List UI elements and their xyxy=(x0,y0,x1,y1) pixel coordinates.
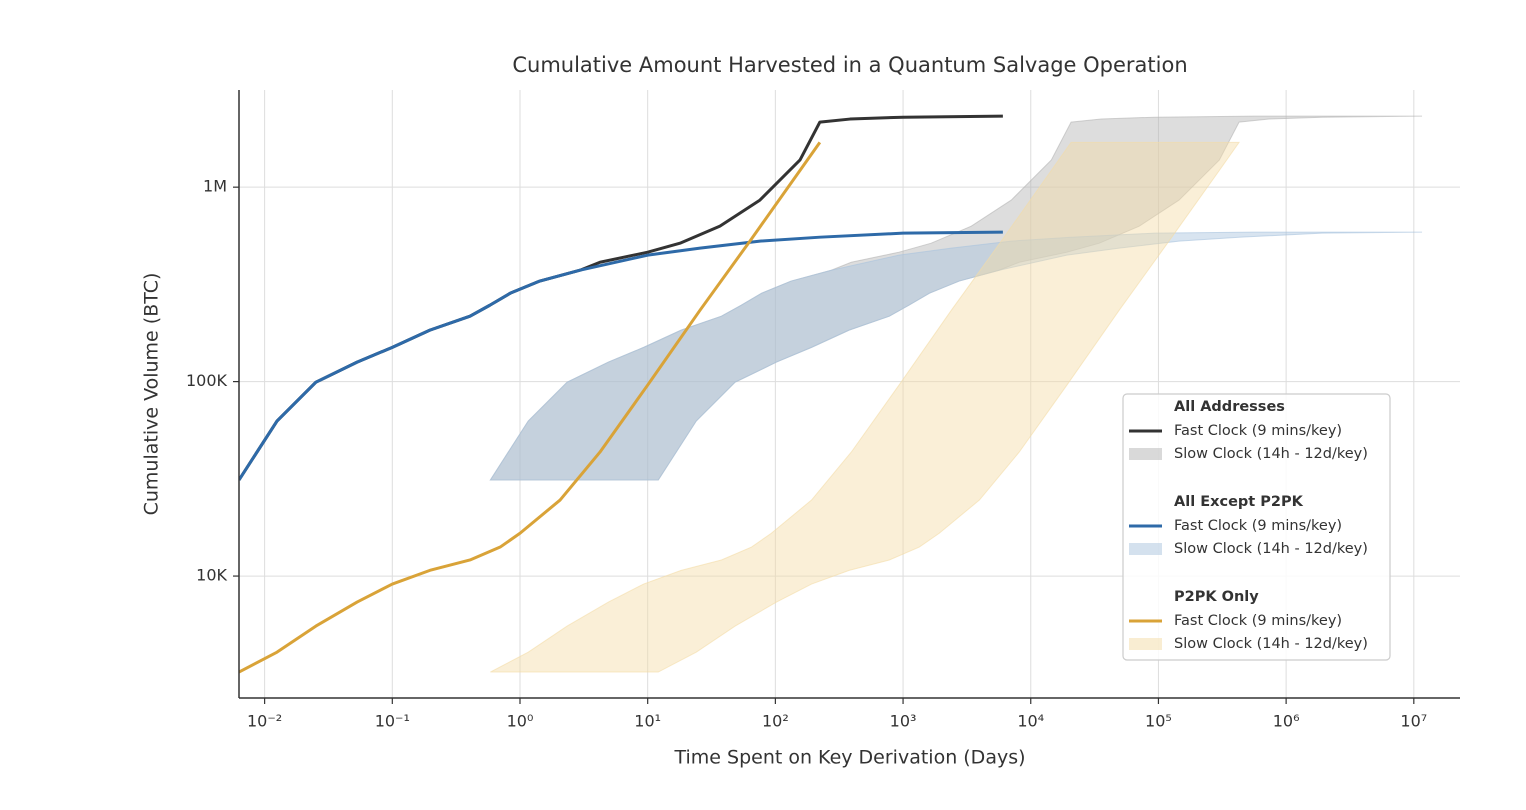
y-tick-label: 100K xyxy=(186,371,228,390)
x-tick-label: 10¹ xyxy=(634,712,661,731)
legend-label: Fast Clock (9 mins/key) xyxy=(1174,423,1342,439)
x-tick-label: 10⁵ xyxy=(1145,712,1172,731)
y-axis-label: Cumulative Volume (BTC) xyxy=(141,273,163,516)
legend-label: Slow Clock (14h - 12d/key) xyxy=(1174,541,1368,557)
x-tick-label: 10⁴ xyxy=(1017,712,1044,731)
legend-label: Fast Clock (9 mins/key) xyxy=(1174,613,1342,629)
x-tick-label: 10⁷ xyxy=(1400,712,1427,731)
y-tick-label: 1M xyxy=(203,177,227,196)
legend-heading: All Addresses xyxy=(1174,399,1285,415)
x-tick-label: 10⁶ xyxy=(1273,712,1300,731)
legend-label: Slow Clock (14h - 12d/key) xyxy=(1174,446,1368,462)
legend-label: Slow Clock (14h - 12d/key) xyxy=(1174,636,1368,652)
line xyxy=(239,141,822,674)
y-tick-label: 10K xyxy=(196,566,227,585)
legend-label: Fast Clock (9 mins/key) xyxy=(1174,518,1342,534)
band xyxy=(489,231,1423,481)
x-tick-label: 10³ xyxy=(890,712,917,731)
x-tick-label: 10⁻² xyxy=(247,712,282,731)
legend: All Addresses Fast Clock (9 mins/key) Slow… xyxy=(1122,393,1391,661)
x-tick-label: 10⁻¹ xyxy=(375,712,410,731)
band xyxy=(490,141,1241,673)
plot xyxy=(239,114,1423,674)
legend-swatch xyxy=(1129,543,1162,555)
legend-heading: All Except P2PK xyxy=(1174,494,1304,510)
legend-box xyxy=(1122,393,1391,661)
legend-swatch xyxy=(1129,448,1162,460)
chart-title: Cumulative Amount Harvested in a Quantum… xyxy=(512,53,1187,77)
line xyxy=(239,230,1003,481)
grid xyxy=(239,90,1460,698)
x-tick-label: 10⁰ xyxy=(507,712,534,731)
legend-swatch xyxy=(1129,638,1162,650)
legend-heading: P2PK Only xyxy=(1174,589,1259,605)
x-tick-label: 10² xyxy=(762,712,789,731)
x-axis-label: Time Spent on Key Derivation (Days) xyxy=(673,747,1025,769)
